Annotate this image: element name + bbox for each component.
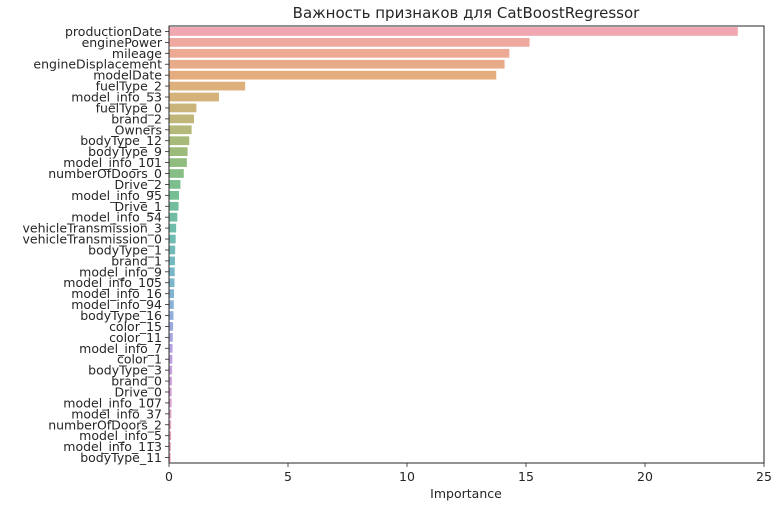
bar-bodyType_11 bbox=[169, 453, 171, 462]
bar-vehicleTransmission_3 bbox=[169, 223, 177, 233]
chart-title: Важность признаков для CatBoostRegressor bbox=[293, 4, 640, 22]
bar-Drive_2 bbox=[169, 180, 181, 189]
category-label-enginePower: enginePower bbox=[82, 35, 163, 50]
bar-Owners bbox=[169, 125, 192, 135]
category-label-modelDate: modelDate bbox=[93, 68, 162, 83]
bar-model_info_37 bbox=[169, 409, 172, 419]
bar-model_info_7 bbox=[169, 343, 173, 353]
x-tick-label: 20 bbox=[637, 469, 653, 484]
category-label-color_15: color_15 bbox=[109, 319, 162, 334]
bar-brand_2 bbox=[169, 114, 194, 124]
category-label-numberOfDoors_2: numberOfDoors_2 bbox=[48, 417, 162, 432]
bar-Drive_0 bbox=[169, 387, 172, 397]
bar-model_info_16 bbox=[169, 289, 174, 299]
category-label-Owners: Owners bbox=[115, 122, 162, 137]
category-label-model_info_95: model_info_95 bbox=[71, 188, 162, 203]
bar-model_info_95 bbox=[169, 190, 179, 200]
bar-bodyType_1 bbox=[169, 245, 176, 255]
x-tick-label: 25 bbox=[756, 469, 772, 484]
bar-enginePower bbox=[169, 38, 530, 47]
bar-brand_0 bbox=[169, 376, 172, 386]
x-axis-title: Importance bbox=[430, 486, 502, 501]
bar-model_info_9 bbox=[169, 267, 175, 277]
bar-numberOfDoors_0 bbox=[169, 169, 184, 178]
category-label-Drive_1: Drive_1 bbox=[114, 199, 162, 214]
category-label-model_info_105: model_info_105 bbox=[63, 275, 162, 290]
category-labels-layer: productionDateenginePowermileageengineDi… bbox=[23, 24, 169, 465]
bar-model_info_53 bbox=[169, 92, 219, 102]
category-label-model_info_113: model_info_113 bbox=[63, 439, 162, 454]
bar-numberOfDoors_2 bbox=[169, 420, 172, 430]
category-label-bodyType_12: bodyType_12 bbox=[80, 133, 162, 148]
category-label-model_info_37: model_info_37 bbox=[71, 406, 162, 421]
bar-productionDate bbox=[169, 27, 738, 36]
category-label-model_info_7: model_info_7 bbox=[79, 341, 162, 356]
category-label-model_info_53: model_info_53 bbox=[71, 90, 162, 105]
category-label-model_info_5: model_info_5 bbox=[79, 428, 162, 443]
x-tick-label: 15 bbox=[518, 469, 534, 484]
category-label-fuelType_2: fuelType_2 bbox=[96, 79, 162, 94]
bar-model_info_105 bbox=[169, 278, 175, 288]
bar-bodyType_16 bbox=[169, 311, 174, 320]
bar-engineDisplacement bbox=[169, 59, 505, 69]
category-label-bodyType_9: bodyType_9 bbox=[88, 144, 162, 159]
category-label-bodyType_3: bodyType_3 bbox=[88, 363, 162, 378]
category-label-model_info_107: model_info_107 bbox=[63, 395, 162, 410]
bar-model_info_5 bbox=[169, 431, 172, 441]
bar-bodyType_9 bbox=[169, 147, 188, 157]
category-label-engineDisplacement: engineDisplacement bbox=[33, 57, 162, 72]
bar-brand_1 bbox=[169, 256, 175, 266]
bar-model_info_54 bbox=[169, 212, 178, 222]
category-label-model_info_101: model_info_101 bbox=[63, 155, 162, 170]
bar-model_info_113 bbox=[169, 442, 171, 451]
category-label-bodyType_11: bodyType_11 bbox=[80, 450, 162, 465]
category-label-brand_0: brand_0 bbox=[111, 374, 162, 389]
bar-model_info_107 bbox=[169, 398, 172, 408]
x-tick-label: 5 bbox=[284, 469, 292, 484]
category-label-fuelType_0: fuelType_0 bbox=[96, 100, 162, 115]
x-ticks-layer: 0 5 10 15 20 25 bbox=[165, 463, 772, 484]
bar-color_1 bbox=[169, 354, 173, 364]
category-label-numberOfDoors_0: numberOfDoors_0 bbox=[48, 166, 162, 181]
category-label-model_info_9: model_info_9 bbox=[79, 264, 162, 279]
category-label-brand_1: brand_1 bbox=[111, 253, 162, 268]
bar-fuelType_2 bbox=[169, 81, 246, 91]
category-label-mileage: mileage bbox=[112, 46, 162, 61]
bar-model_info_94 bbox=[169, 300, 174, 309]
bar-bodyType_12 bbox=[169, 136, 190, 146]
category-label-vehicleTransmission_0: vehicleTransmission_0 bbox=[23, 232, 163, 247]
bar-color_11 bbox=[169, 332, 173, 342]
category-label-Drive_0: Drive_0 bbox=[114, 384, 162, 399]
category-label-model_info_16: model_info_16 bbox=[71, 286, 162, 301]
bar-model_info_101 bbox=[169, 158, 187, 167]
category-label-productionDate: productionDate bbox=[65, 24, 162, 39]
bar-fuelType_0 bbox=[169, 103, 197, 113]
bar-mileage bbox=[169, 48, 510, 58]
category-label-model_info_94: model_info_94 bbox=[71, 297, 162, 312]
category-label-vehicleTransmission_3: vehicleTransmission_3 bbox=[23, 221, 162, 236]
bar-bodyType_3 bbox=[169, 365, 173, 375]
category-label-bodyType_1: bodyType_1 bbox=[88, 242, 162, 257]
category-label-bodyType_16: bodyType_16 bbox=[80, 308, 162, 323]
category-label-color_1: color_1 bbox=[117, 352, 162, 367]
category-label-color_11: color_11 bbox=[109, 330, 162, 345]
bar-Drive_1 bbox=[169, 201, 179, 211]
plot-frame bbox=[168, 25, 765, 464]
x-tick-label: 10 bbox=[399, 469, 415, 484]
category-label-Drive_2: Drive_2 bbox=[114, 177, 162, 192]
bar-vehicleTransmission_0 bbox=[169, 234, 176, 244]
bar-modelDate bbox=[169, 70, 497, 80]
x-tick-label: 0 bbox=[165, 469, 173, 484]
category-label-model_info_54: model_info_54 bbox=[71, 210, 162, 225]
bars-layer bbox=[169, 27, 738, 462]
category-label-brand_2: brand_2 bbox=[111, 111, 162, 126]
bar-color_15 bbox=[169, 322, 174, 331]
